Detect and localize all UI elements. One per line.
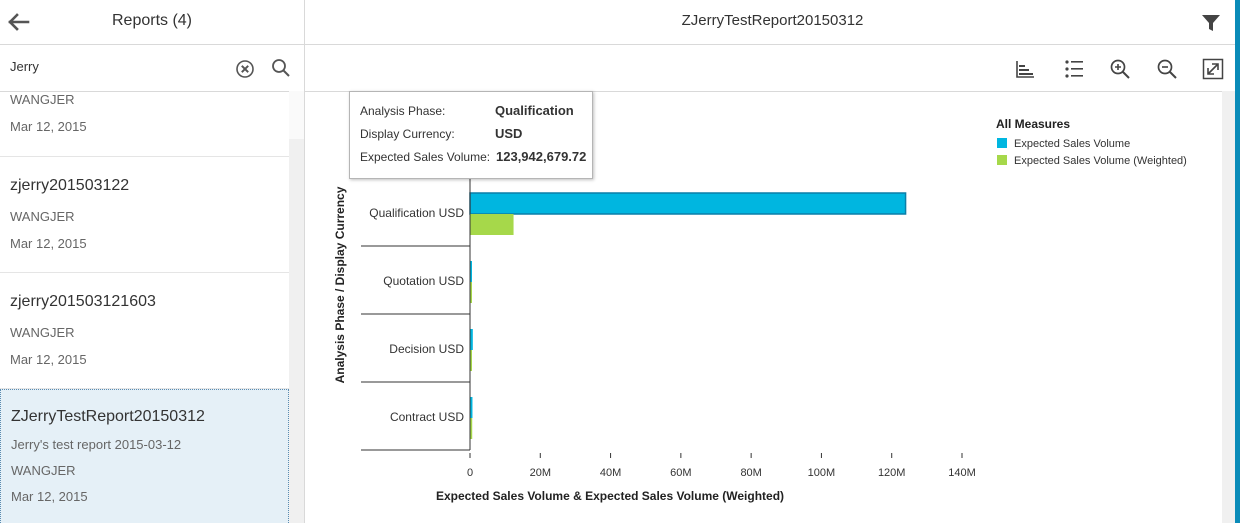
legend-title: All Measures: [996, 117, 1070, 131]
x-tick-label: 140M: [948, 467, 976, 479]
list-item[interactable]: WANGJER Mar 12, 2015: [0, 91, 289, 157]
item-date: Mar 12, 2015: [10, 236, 87, 251]
zoom-in-icon[interactable]: [1109, 58, 1131, 80]
bar-weighted: [470, 350, 472, 371]
legend-label: Expected Sales Volume: [1014, 138, 1130, 150]
bar-chart-icon[interactable]: [1014, 58, 1036, 80]
chart-area: Analysis Phase / Display Currency Qualif…: [305, 91, 1222, 523]
x-tick-label: 100M: [808, 467, 836, 479]
zoom-out-icon[interactable]: [1156, 58, 1178, 80]
x-axis-title: Expected Sales Volume & Expected Sales V…: [436, 489, 784, 503]
item-date: Mar 12, 2015: [11, 489, 88, 504]
detail-header: ZJerryTestReport20150312: [305, 0, 1240, 45]
clear-search-icon[interactable]: [235, 59, 255, 79]
tooltip-label: Display Currency:: [360, 127, 455, 141]
tooltip-value: USD: [495, 126, 523, 141]
accent-strip: [1235, 0, 1240, 523]
x-tick-label: 20M: [530, 467, 551, 479]
back-arrow-icon[interactable]: [6, 9, 32, 35]
report-list: WANGJER Mar 12, 2015 zjerry201503122 WAN…: [0, 91, 289, 523]
x-tick-label: 120M: [878, 467, 906, 479]
item-owner: WANGJER: [10, 209, 75, 224]
bar-expected: [470, 261, 472, 282]
list-header: Reports (4): [0, 0, 304, 45]
legend-swatch: [997, 155, 1007, 165]
chart-legend: All Measures Expected Sales Volume Expect…: [996, 117, 1187, 167]
list-icon[interactable]: [1063, 58, 1085, 80]
item-title: zjerry201503121603: [10, 293, 156, 310]
category-label: Decision USD: [389, 342, 464, 356]
legend-swatch: [997, 138, 1007, 148]
list-scrollbar[interactable]: [289, 91, 304, 523]
item-title: zjerry201503122: [10, 177, 130, 194]
bar-expected: [470, 397, 473, 418]
x-tick-label: 80M: [740, 467, 761, 479]
x-tick-label: 60M: [670, 467, 691, 479]
tooltip-value: 123,942,679.72: [496, 149, 587, 164]
list-item-selected[interactable]: ZJerryTestReport20150312 Jerry's test re…: [0, 389, 289, 523]
bar-weighted: [470, 418, 473, 439]
list-item[interactable]: zjerry201503121603 WANGJER Mar 12, 2015: [0, 273, 289, 389]
y-axis-title: Analysis Phase / Display Currency: [333, 186, 347, 383]
category-label: Qualification USD: [369, 206, 464, 220]
search-icon[interactable]: [271, 58, 291, 78]
item-description: Jerry's test report 2015-03-12: [11, 437, 182, 452]
item-owner: WANGJER: [11, 463, 76, 478]
fullscreen-icon[interactable]: [1202, 58, 1224, 80]
item-owner: WANGJER: [10, 92, 75, 107]
list-item[interactable]: zjerry201503122 WANGJER Mar 12, 2015: [0, 157, 289, 273]
chart-tooltip: Analysis Phase: Qualification Display Cu…: [349, 91, 593, 179]
x-tick-label: 40M: [600, 467, 621, 479]
bar-weighted: [470, 214, 514, 235]
list-title: Reports (4): [111, 12, 193, 29]
legend-label: Expected Sales Volume (Weighted): [1014, 155, 1187, 167]
bar-weighted: [470, 282, 472, 303]
bar-expected: [470, 329, 473, 350]
item-date: Mar 12, 2015: [10, 352, 87, 367]
report-detail-pane: ZJerryTestReport20150312: [305, 0, 1240, 523]
chart-scrollbar[interactable]: [1222, 91, 1235, 523]
reports-list-pane: Reports (4) WANGJER Mar 12, 2015 zjerry2…: [0, 0, 305, 523]
tooltip-label: Expected Sales Volume:: [360, 150, 491, 164]
y-axis-label: Analysis Phase / Display Currency: [333, 186, 347, 383]
category-label: Contract USD: [390, 410, 464, 424]
report-title: ZJerryTestReport20150312: [681, 12, 864, 29]
filter-icon[interactable]: [1200, 12, 1222, 34]
bar-expected: [469, 192, 907, 215]
tooltip-label: Analysis Phase:: [360, 104, 446, 118]
tooltip-value: Qualification: [495, 103, 574, 118]
bar-chart[interactable]: Analysis Phase / Display Currency Qualif…: [305, 91, 1222, 523]
x-tick-label: 0: [467, 467, 473, 479]
list-scroll-thumb[interactable]: [289, 91, 304, 139]
category-label: Quotation USD: [383, 274, 464, 288]
search-input[interactable]: [10, 59, 220, 74]
item-owner: WANGJER: [10, 325, 75, 340]
search-bar: [0, 45, 304, 92]
item-title: ZJerryTestReport20150312: [11, 408, 205, 425]
item-date: Mar 12, 2015: [10, 119, 87, 134]
chart-toolbar: [305, 45, 1240, 92]
